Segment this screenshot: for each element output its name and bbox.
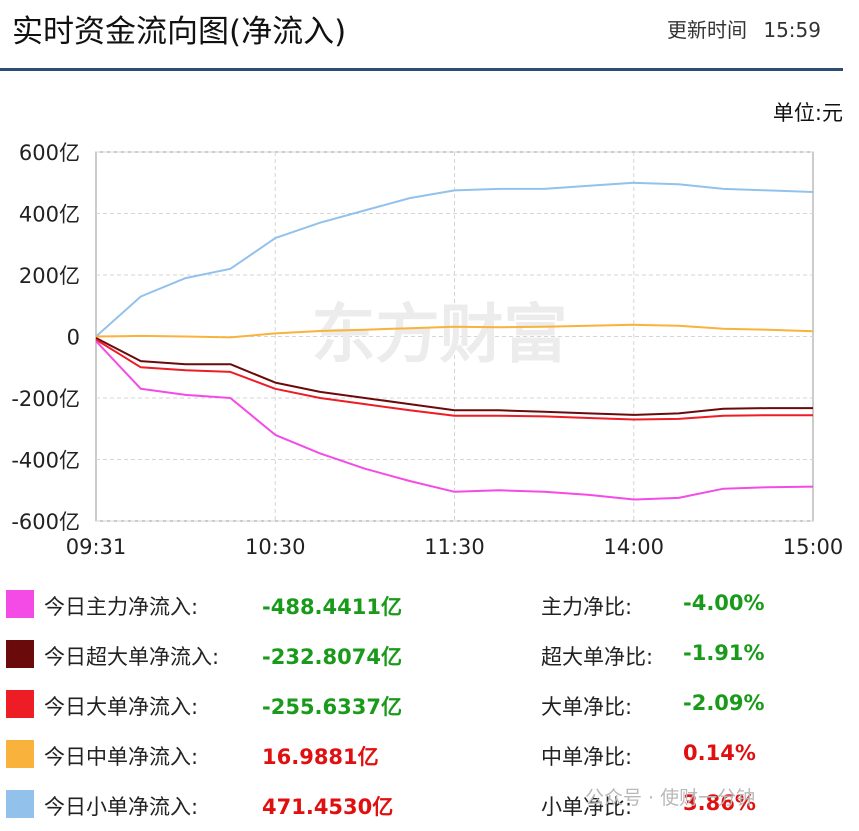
ratio-value-medium: 0.14% [683, 741, 756, 765]
legend-value-medium: 16.9881亿 [262, 745, 379, 769]
ratio-name-small: 小单净比: [541, 795, 633, 819]
ratio-name-super: 超大单净比: [541, 645, 654, 669]
legend-name-large: 今日大单净流入: [44, 695, 199, 719]
ratio-value-main: -4.00% [683, 591, 765, 615]
x-tick-label: 09:31 [66, 535, 127, 559]
update-time-label: 更新时间 [667, 18, 747, 42]
update-time-block: 更新时间 15:59 [667, 14, 821, 43]
ratio-value-small: 3.86% [683, 791, 756, 815]
ratio-value-large: -2.09% [683, 691, 765, 715]
y-tick-label: -200亿 [11, 387, 80, 411]
series-line-medium [95, 323, 814, 339]
ratio-name-medium: 中单净比: [541, 745, 633, 769]
series-line-small [95, 181, 814, 338]
legend-swatch-main [6, 590, 34, 618]
legend-row-large: 今日大单净流入: -255.6337亿 大单净比: -2.09% [0, 685, 859, 725]
legend-row-super: 今日超大单净流入: -232.8074亿 超大单净比: -1.91% [0, 635, 859, 675]
legend-name-main: 今日主力净流入: [44, 595, 199, 619]
legend-name-medium: 今日中单净流入: [44, 745, 199, 769]
y-tick-label: 600亿 [19, 141, 80, 165]
legend-swatch-small [6, 790, 34, 818]
legend-name-small: 今日小单净流入: [44, 795, 199, 819]
legend-name-super: 今日超大单净流入: [44, 645, 220, 669]
ratio-value-super: -1.91% [683, 641, 765, 665]
x-tick-label: 15:00 [783, 535, 844, 559]
y-tick-label: -400亿 [11, 449, 80, 473]
page-title: 实时资金流向图(净流入) [12, 14, 347, 50]
update-time-value: 15:59 [763, 18, 821, 42]
header: 实时资金流向图(净流入) 更新时间 15:59 [0, 0, 843, 71]
legend-value-small: 471.4530亿 [262, 795, 394, 819]
ratio-name-main: 主力净比: [541, 595, 633, 619]
legend-row-medium: 今日中单净流入: 16.9881亿 中单净比: 0.14% [0, 735, 859, 775]
brand-watermark: 东方财富 [312, 299, 568, 373]
legend-swatch-super [6, 640, 34, 668]
series-line-large [95, 338, 813, 421]
ratio-name-large: 大单净比: [541, 695, 633, 719]
y-tick-label: -600亿 [11, 510, 80, 534]
wechat-watermark: 公众号 · 使财一分钟 [585, 787, 756, 809]
legend-row-small: 今日小单净流入: 471.4530亿 小单净比: 3.86% [0, 785, 859, 825]
legend-row-main: 今日主力净流入: -488.4411亿 主力净比: -4.00% [0, 585, 859, 625]
legend-value-super: -232.8074亿 [262, 645, 402, 669]
series-line-main [95, 340, 814, 501]
y-tick-label: 0 [67, 326, 80, 350]
legend-value-large: -255.6337亿 [262, 695, 402, 719]
x-tick-label: 14:00 [603, 535, 664, 559]
x-tick-label: 11:30 [424, 535, 485, 559]
legend-swatch-medium [6, 740, 34, 768]
legend-value-main: -488.4411亿 [262, 595, 402, 619]
y-tick-label: 200亿 [19, 264, 80, 288]
series-line-super [95, 337, 813, 416]
y-tick-label: 400亿 [19, 203, 80, 227]
legend-swatch-large [6, 690, 34, 718]
x-tick-label: 10:30 [245, 535, 306, 559]
unit-label: 单位:元 [772, 101, 843, 125]
